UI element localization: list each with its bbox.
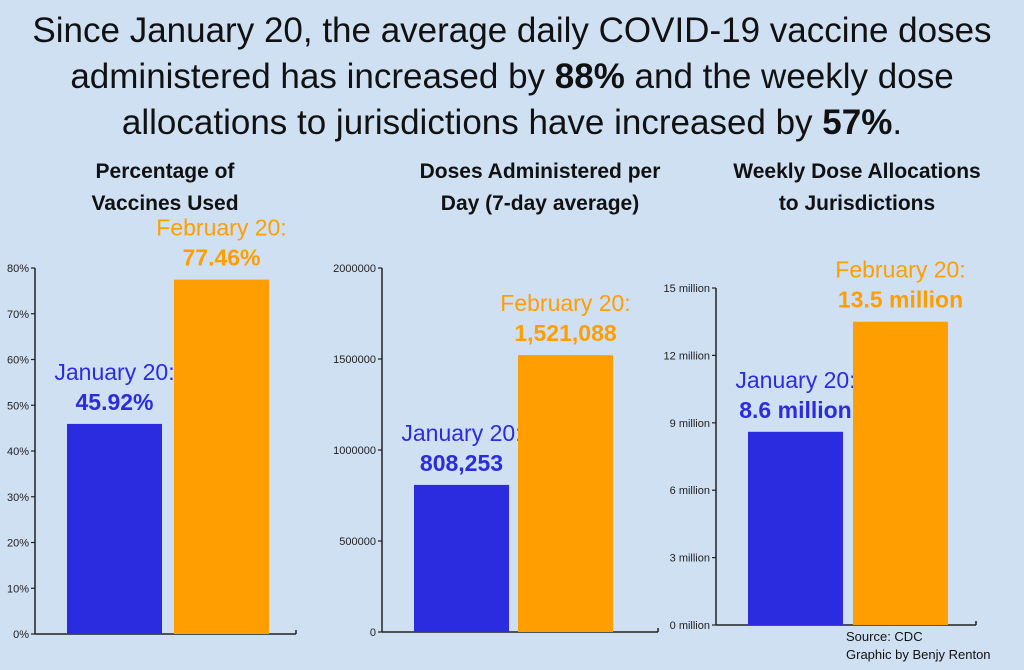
- bar-label-value: 13.5 million: [838, 287, 963, 313]
- y-tick-label: 60%: [7, 355, 29, 367]
- headline-text-1: Since January 20, the average daily COVI…: [32, 11, 992, 96]
- bar-label-value: 808,253: [420, 450, 503, 476]
- bar-label-value: 1,521,088: [514, 320, 617, 346]
- bar-january: [748, 431, 843, 625]
- y-tick-label: 9 million: [670, 418, 710, 430]
- y-tick-label: 10%: [7, 583, 29, 595]
- bar-february: [174, 279, 269, 634]
- y-tick-label: 2000000: [333, 263, 376, 275]
- bar-label-date: February 20:: [835, 257, 965, 283]
- y-tick-label: 500000: [339, 536, 376, 548]
- y-tick-label: 15 million: [664, 283, 710, 295]
- bar-february: [518, 355, 613, 632]
- bar-label-value: 8.6 million: [739, 397, 851, 423]
- bar-label-date: January 20:: [735, 367, 855, 393]
- headline-pct-doses: 88%: [554, 57, 625, 96]
- bar-january: [414, 484, 509, 632]
- y-tick-label: 3 million: [670, 553, 710, 565]
- credits: Source: CDC Graphic by Benjy Renton: [846, 628, 991, 664]
- source-note: Source: CDC: [846, 629, 923, 644]
- y-tick-label: 50%: [7, 400, 29, 412]
- headline: Since January 20, the average daily COVI…: [20, 8, 1004, 146]
- bar-label-date: February 20:: [500, 290, 630, 316]
- chart-title-line: to Jurisdictions: [778, 192, 936, 215]
- chart-title-allocations: Weekly Dose Allocations to Jurisdictions: [700, 156, 1014, 220]
- y-tick-label: 0%: [13, 629, 29, 641]
- y-tick-label: 1000000: [333, 445, 376, 457]
- headline-text-2: and the weekly dose allocations to juris…: [121, 57, 954, 142]
- y-tick-label: 80%: [7, 263, 29, 275]
- headline-text-3: .: [892, 103, 903, 142]
- bar-february: [853, 321, 948, 625]
- chart-title-doses: Doses Administered per Day (7-day averag…: [380, 156, 700, 220]
- chart-title-line: Day (7-day average): [440, 192, 640, 215]
- chart-title-line: Percentage of: [95, 160, 235, 183]
- chart-title-line: Doses Administered per: [419, 160, 661, 183]
- y-tick-label: 0: [370, 627, 376, 639]
- author-note: Graphic by Benjy Renton: [846, 647, 991, 662]
- chart-title-line: Vaccines Used: [91, 192, 239, 215]
- bar-january: [67, 423, 162, 634]
- y-tick-label: 70%: [7, 309, 29, 321]
- bar-label-date: January 20:: [54, 359, 174, 385]
- bar-label-date: February 20:: [156, 215, 286, 241]
- bar-label-value: 77.46%: [182, 245, 260, 271]
- bar-label-value: 45.92%: [75, 389, 153, 415]
- chart-title-percentage: Percentage of Vaccines Used: [40, 156, 290, 220]
- y-tick-label: 12 million: [664, 350, 710, 362]
- bar-label-date: January 20:: [401, 420, 521, 446]
- y-tick-label: 20%: [7, 538, 29, 550]
- y-tick-label: 40%: [7, 446, 29, 458]
- y-tick-label: 0 million: [670, 620, 710, 632]
- headline-pct-allocations: 57%: [822, 103, 893, 142]
- y-tick-label: 6 million: [670, 485, 710, 497]
- chart-title-line: Weekly Dose Allocations: [733, 160, 981, 183]
- y-tick-label: 1500000: [333, 354, 376, 366]
- y-tick-label: 30%: [7, 492, 29, 504]
